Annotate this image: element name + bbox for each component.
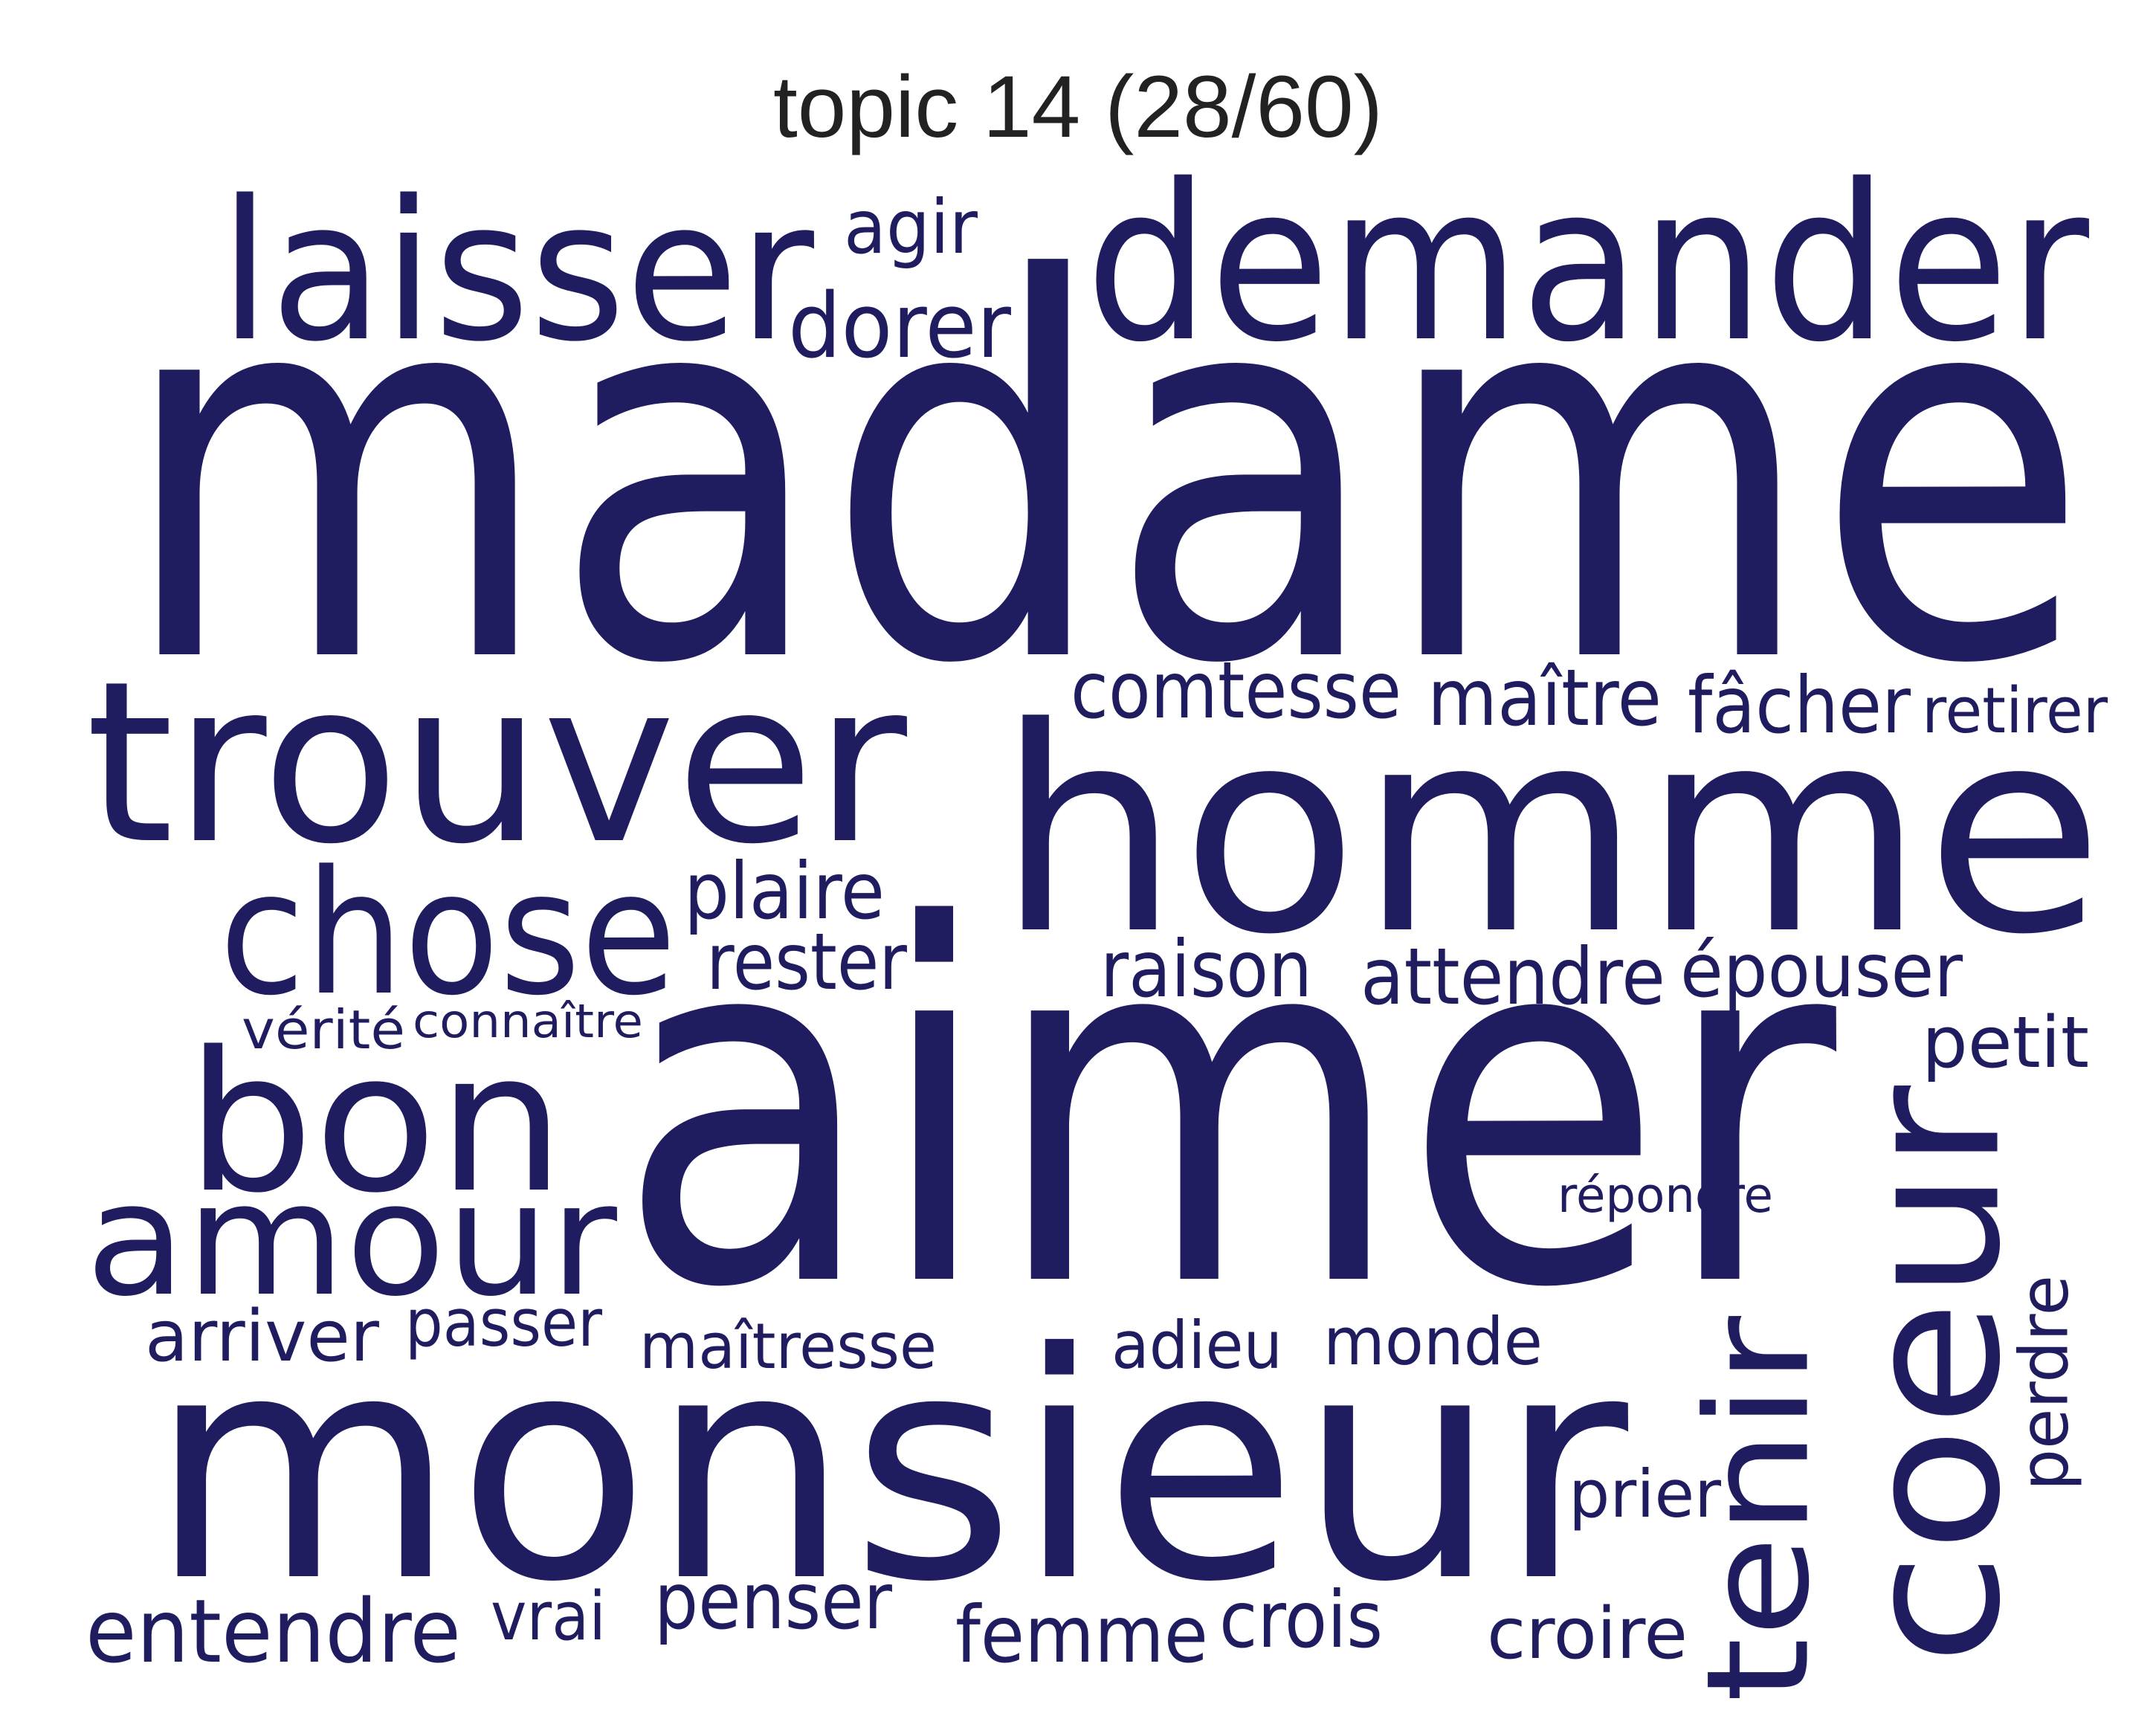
word-maîtresse: maîtresse — [639, 1310, 937, 1384]
word-aimer: aimer — [617, 823, 1841, 1395]
word-fâcher: fâcher — [1688, 660, 1911, 751]
word-attendre: attendre — [1361, 932, 1665, 1022]
word-laisser: laisser — [219, 160, 816, 384]
figure-title: topic 14 (28/60) — [773, 58, 1383, 156]
word-plaire: plaire — [684, 846, 885, 937]
word-raison: raison — [1100, 924, 1312, 1015]
word-arriver: arriver — [145, 1296, 380, 1378]
word-demander: demander — [1085, 139, 2091, 390]
word-adieu: adieu — [1111, 1307, 1282, 1384]
word-vérité: vérité — [242, 998, 405, 1061]
word-agir: agir — [844, 184, 978, 271]
word-bon: bon — [186, 1011, 565, 1236]
word-femme: femme — [955, 1590, 1208, 1680]
word-passer: passer — [405, 1285, 603, 1361]
word-vrai: vrai — [491, 1578, 606, 1656]
word-connaître: connaître — [413, 994, 643, 1048]
word-rester: rester — [706, 917, 908, 1007]
word-petit: petit — [1922, 1002, 2089, 1084]
word-coeur: coeur — [1825, 1085, 2042, 1665]
word-penser: penser — [654, 1556, 893, 1647]
word-monsieur: monsieur — [149, 1287, 1632, 1651]
word-madame: madame — [119, 172, 2089, 778]
word-entendre: entendre — [85, 1580, 461, 1682]
word-trouver: trouver — [85, 633, 909, 893]
word-comtesse: comtesse — [1071, 645, 1401, 736]
word-maître: maître — [1427, 653, 1662, 743]
word-homme: homme — [996, 667, 2104, 996]
word-dorer: dorer — [788, 275, 1012, 378]
word-crois: crois — [1219, 1575, 1383, 1665]
word-répondre: répondre — [1558, 1168, 1773, 1224]
word-épouser: épouser — [1680, 927, 1963, 1014]
word-retirer: retirer — [1922, 674, 2108, 748]
word-perdre: perdre — [2006, 1275, 2084, 1491]
word-tenir: tenir — [1676, 1315, 1841, 1703]
word-chose: chose — [219, 835, 677, 1033]
word-prier: prier — [1569, 1456, 1722, 1532]
word-amour: amour — [85, 1149, 618, 1331]
word-monde: monde — [1323, 1303, 1543, 1380]
word-croire: croire — [1487, 1593, 1688, 1675]
